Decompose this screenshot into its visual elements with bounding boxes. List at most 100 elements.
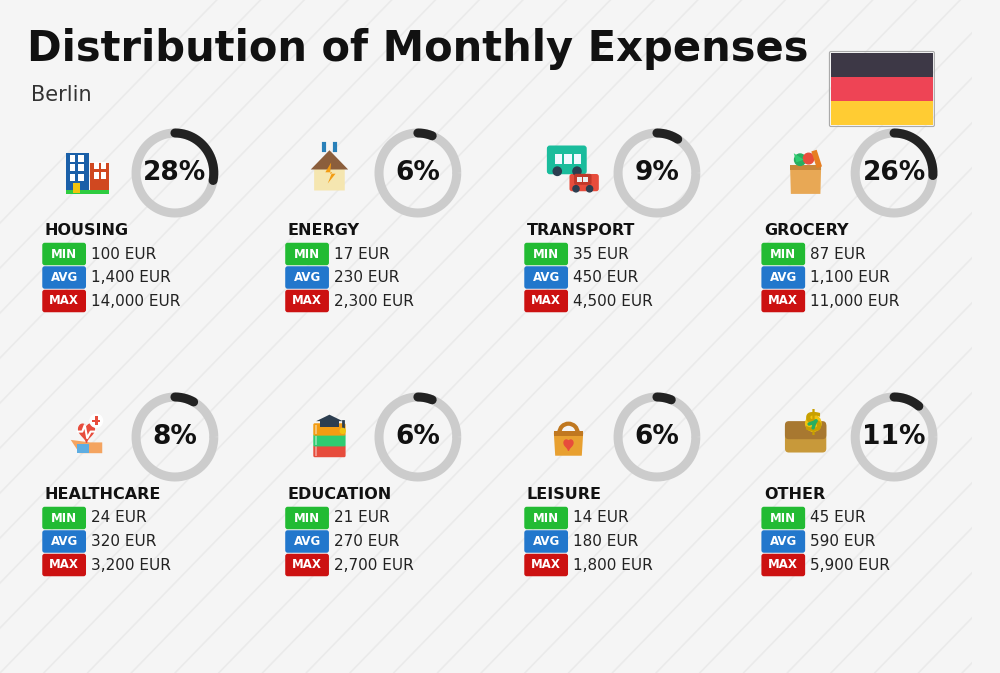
Text: MAX: MAX	[531, 295, 561, 308]
Text: 45 EUR: 45 EUR	[810, 511, 866, 526]
Circle shape	[90, 415, 103, 427]
Polygon shape	[564, 440, 573, 450]
FancyBboxPatch shape	[285, 243, 329, 265]
FancyBboxPatch shape	[101, 172, 106, 179]
FancyBboxPatch shape	[761, 507, 805, 529]
FancyBboxPatch shape	[761, 290, 805, 312]
Text: 230 EUR: 230 EUR	[334, 270, 400, 285]
Text: AVG: AVG	[533, 535, 560, 548]
Text: AVG: AVG	[293, 271, 321, 284]
FancyBboxPatch shape	[524, 290, 568, 312]
Text: MAX: MAX	[531, 559, 561, 571]
Text: 11,000 EUR: 11,000 EUR	[810, 293, 900, 308]
Text: MIN: MIN	[51, 248, 77, 260]
FancyBboxPatch shape	[42, 243, 86, 265]
Text: 14 EUR: 14 EUR	[573, 511, 629, 526]
Polygon shape	[554, 433, 583, 456]
Text: 2,700 EUR: 2,700 EUR	[334, 557, 414, 573]
Text: MIN: MIN	[533, 511, 559, 524]
Polygon shape	[79, 424, 94, 442]
Text: AVG: AVG	[533, 271, 560, 284]
FancyBboxPatch shape	[70, 164, 75, 171]
FancyBboxPatch shape	[574, 174, 592, 185]
Polygon shape	[311, 150, 348, 170]
Text: 17 EUR: 17 EUR	[334, 246, 390, 262]
Circle shape	[340, 428, 345, 433]
Text: 21 EUR: 21 EUR	[334, 511, 390, 526]
Text: LEISURE: LEISURE	[527, 487, 602, 502]
Text: MIN: MIN	[294, 248, 320, 260]
Text: 450 EUR: 450 EUR	[573, 270, 639, 285]
Text: MAX: MAX	[292, 295, 322, 308]
Text: MAX: MAX	[768, 295, 798, 308]
FancyBboxPatch shape	[313, 434, 346, 446]
FancyBboxPatch shape	[761, 530, 805, 553]
Text: 5,900 EUR: 5,900 EUR	[810, 557, 890, 573]
FancyBboxPatch shape	[524, 507, 568, 529]
Text: 590 EUR: 590 EUR	[810, 534, 876, 549]
FancyBboxPatch shape	[554, 431, 583, 435]
FancyBboxPatch shape	[555, 154, 562, 164]
Circle shape	[795, 154, 806, 166]
Text: 320 EUR: 320 EUR	[91, 534, 157, 549]
Text: HOUSING: HOUSING	[45, 223, 129, 238]
FancyBboxPatch shape	[785, 421, 826, 439]
Text: Berlin: Berlin	[31, 85, 92, 105]
FancyBboxPatch shape	[70, 155, 75, 162]
Polygon shape	[316, 415, 343, 421]
Text: AVG: AVG	[51, 271, 78, 284]
Text: 6%: 6%	[634, 424, 679, 450]
FancyBboxPatch shape	[761, 267, 805, 289]
FancyBboxPatch shape	[831, 77, 933, 101]
Polygon shape	[314, 155, 345, 190]
FancyBboxPatch shape	[78, 164, 84, 171]
FancyBboxPatch shape	[285, 507, 329, 529]
FancyBboxPatch shape	[831, 53, 933, 77]
Circle shape	[803, 153, 814, 164]
Text: 1,100 EUR: 1,100 EUR	[810, 270, 890, 285]
Text: MAX: MAX	[49, 295, 79, 308]
FancyBboxPatch shape	[94, 162, 99, 169]
Text: 11%: 11%	[862, 424, 926, 450]
Text: EDUCATION: EDUCATION	[288, 487, 392, 502]
Text: 100 EUR: 100 EUR	[91, 246, 157, 262]
Text: 1,400 EUR: 1,400 EUR	[91, 270, 171, 285]
FancyBboxPatch shape	[761, 243, 805, 265]
FancyBboxPatch shape	[94, 172, 99, 179]
Circle shape	[573, 186, 579, 192]
Polygon shape	[71, 440, 102, 453]
Text: AVG: AVG	[770, 271, 797, 284]
FancyBboxPatch shape	[790, 166, 821, 170]
Polygon shape	[790, 168, 821, 194]
FancyBboxPatch shape	[42, 290, 86, 312]
Text: 8%: 8%	[152, 424, 197, 450]
Text: MIN: MIN	[533, 248, 559, 260]
FancyBboxPatch shape	[285, 530, 329, 553]
FancyBboxPatch shape	[583, 177, 588, 182]
FancyBboxPatch shape	[574, 154, 581, 164]
Polygon shape	[325, 162, 336, 184]
FancyBboxPatch shape	[285, 267, 329, 289]
FancyBboxPatch shape	[101, 162, 106, 169]
Text: GROCERY: GROCERY	[764, 223, 848, 238]
FancyBboxPatch shape	[77, 444, 89, 453]
Text: $: $	[804, 409, 823, 437]
FancyBboxPatch shape	[90, 163, 109, 192]
FancyBboxPatch shape	[831, 101, 933, 125]
Text: 4,500 EUR: 4,500 EUR	[573, 293, 653, 308]
Text: 14,000 EUR: 14,000 EUR	[91, 293, 181, 308]
FancyBboxPatch shape	[524, 554, 568, 576]
Text: 9%: 9%	[634, 160, 679, 186]
Text: OTHER: OTHER	[764, 487, 825, 502]
Text: MAX: MAX	[49, 559, 79, 571]
FancyBboxPatch shape	[66, 190, 109, 194]
Text: ENERGY: ENERGY	[288, 223, 360, 238]
Text: 180 EUR: 180 EUR	[573, 534, 639, 549]
FancyBboxPatch shape	[78, 174, 84, 180]
Text: MAX: MAX	[768, 559, 798, 571]
FancyBboxPatch shape	[66, 153, 89, 192]
Text: MIN: MIN	[770, 511, 796, 524]
FancyBboxPatch shape	[313, 445, 346, 457]
Text: 6%: 6%	[395, 160, 440, 186]
FancyBboxPatch shape	[285, 290, 329, 312]
